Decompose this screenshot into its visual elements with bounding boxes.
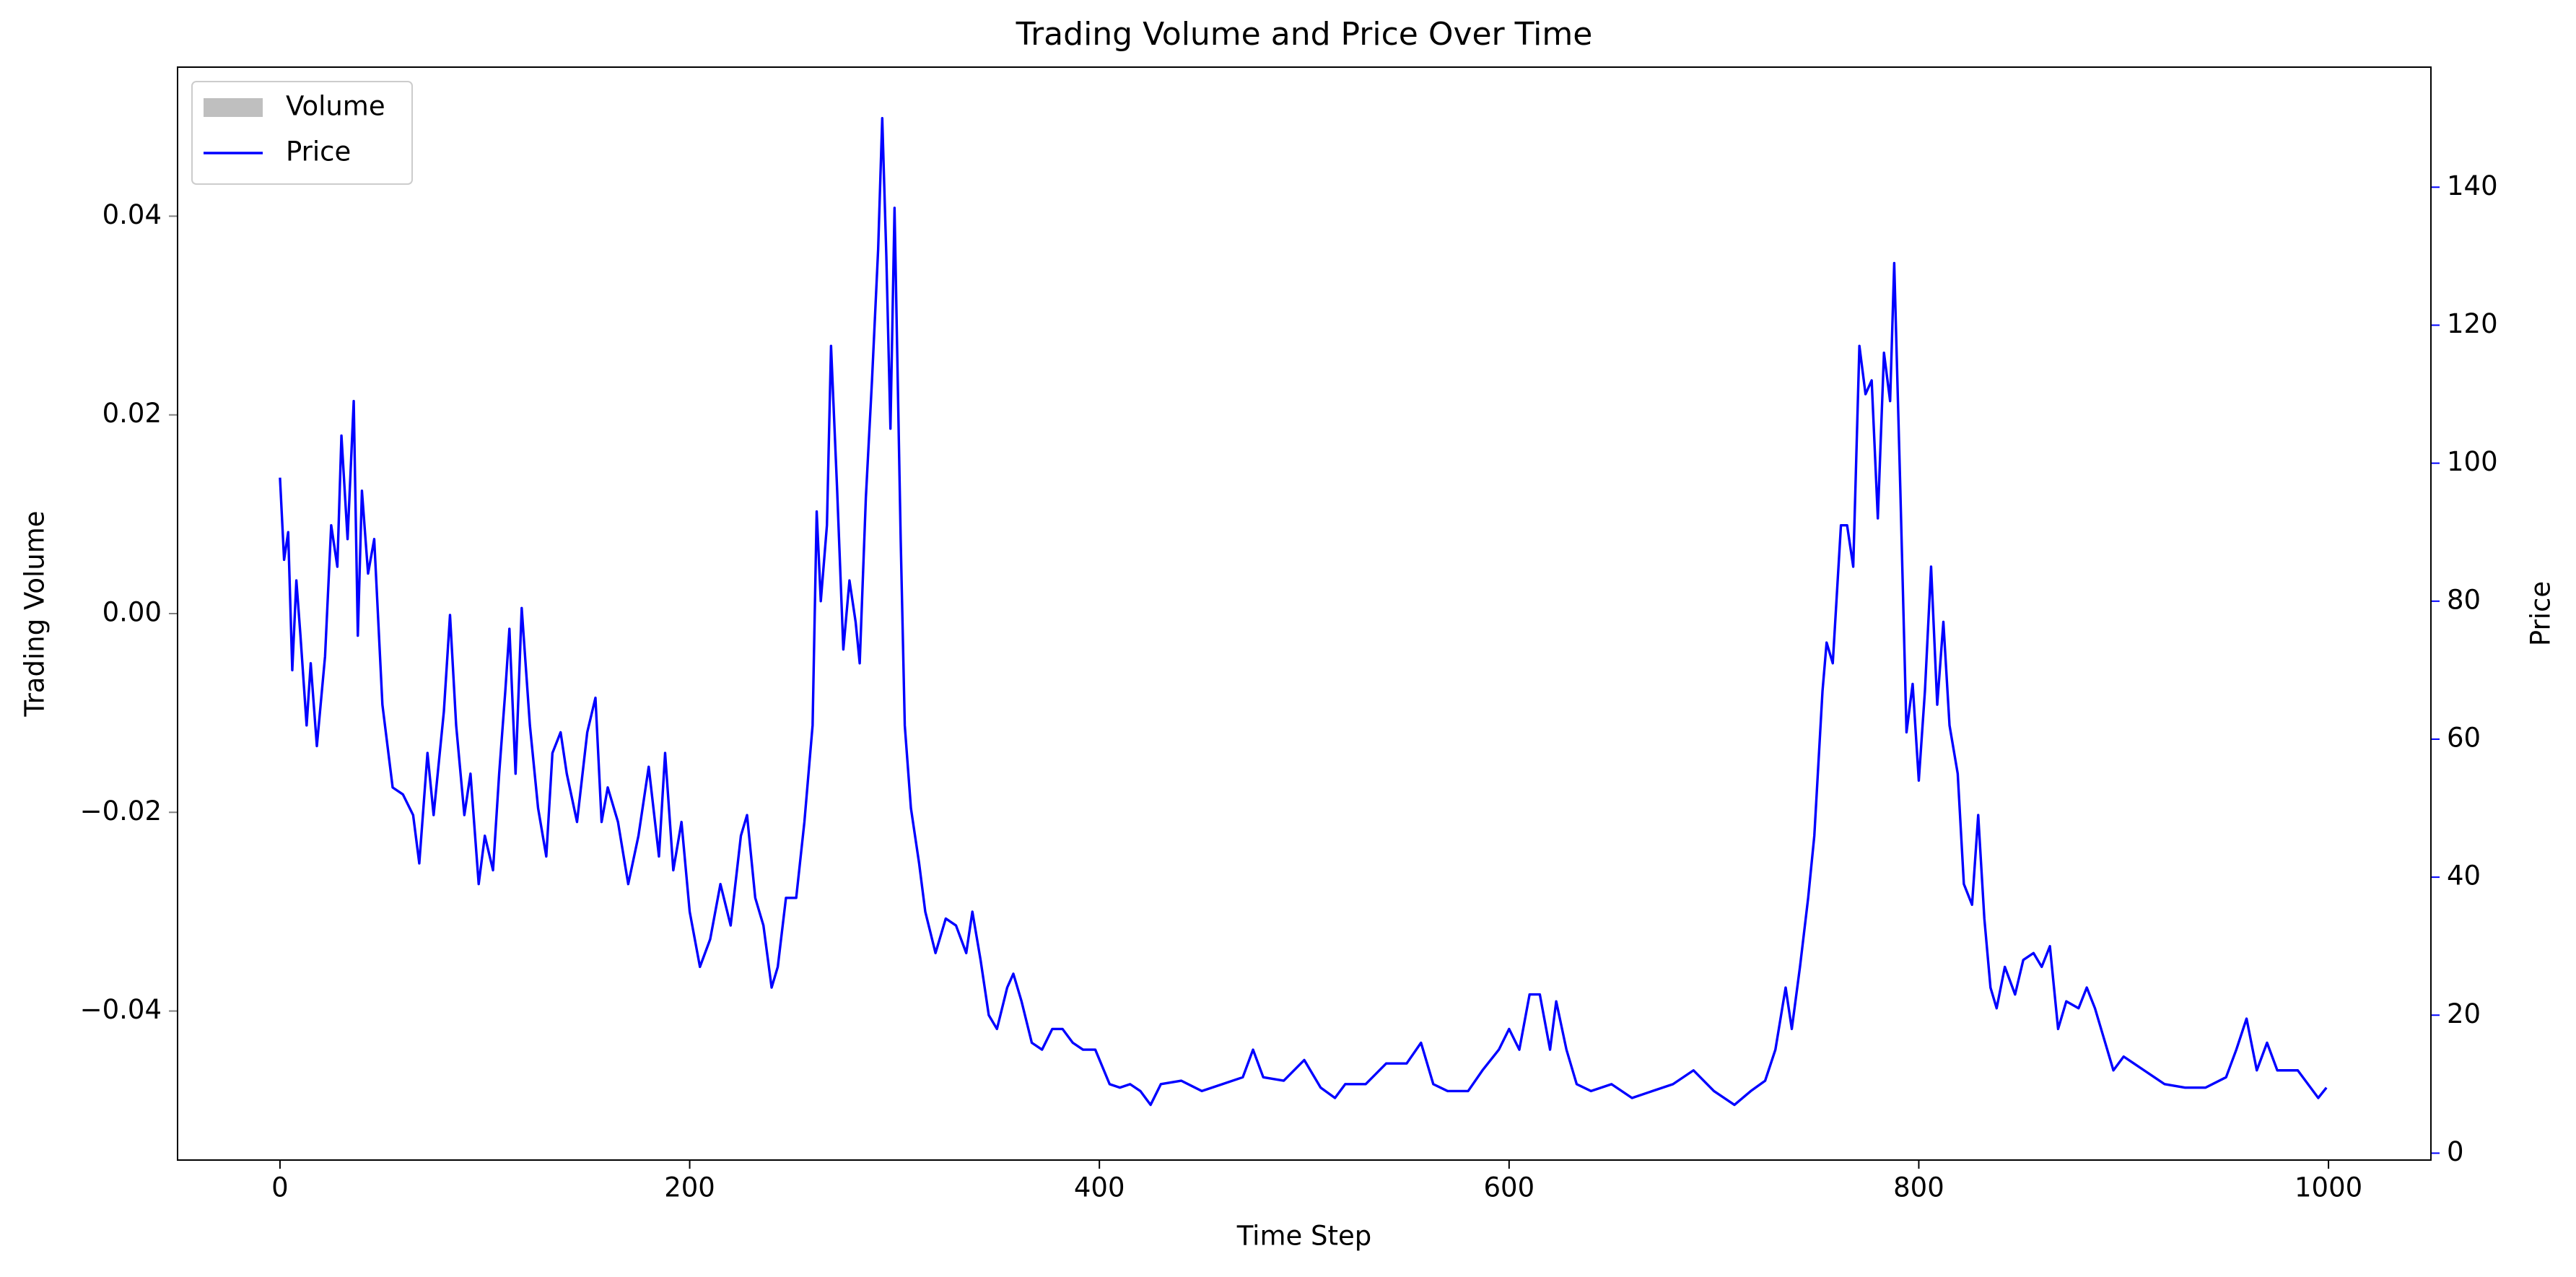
x-tick-label: 1000 [2295,1172,2362,1203]
y-tick-label: 0.02 [102,398,162,429]
y-tick-label: −0.02 [80,796,162,827]
x-tick-label: 0 [271,1172,289,1203]
y-axis-label: Trading Volume [19,510,51,717]
y2-tick-label: 80 [2447,584,2481,615]
y2-tick-label: 60 [2447,722,2481,753]
y-tick-label: 0.04 [102,199,162,230]
y-tick-label: 0.00 [102,597,162,628]
x-tick-label: 800 [1893,1172,1944,1203]
x-tick-label: 600 [1484,1172,1535,1203]
legend-label: Volume [286,91,385,122]
y2-tick-label: 140 [2447,170,2498,201]
y2-tick-label: 40 [2447,860,2481,892]
y2-tick-label: 100 [2447,446,2498,477]
plot-frame [177,66,2432,1161]
legend-swatch [204,98,263,117]
chart-title: Trading Volume and Price Over Time [1016,16,1593,53]
y2-tick-label: 0 [2447,1136,2464,1167]
plot-area [279,117,2328,1107]
x-tick-label: 400 [1074,1172,1125,1203]
y2-tick-label: 120 [2447,308,2498,339]
y-tick-label: −0.04 [80,994,162,1025]
y2-tick-label: 20 [2447,998,2481,1029]
x-axis-label: Time Step [1236,1221,1372,1252]
y2-axis-label: Price [2525,581,2557,646]
legend-label: Price [286,136,351,167]
x-tick-label: 200 [664,1172,715,1203]
price-line [279,117,2328,1107]
